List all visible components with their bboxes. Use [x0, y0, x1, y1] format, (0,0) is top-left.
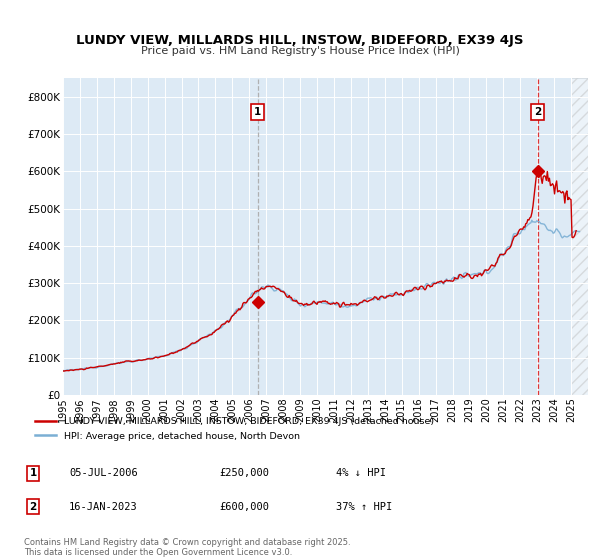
Text: 1: 1	[254, 107, 262, 117]
Text: Price paid vs. HM Land Registry's House Price Index (HPI): Price paid vs. HM Land Registry's House …	[140, 46, 460, 56]
Text: 2: 2	[29, 502, 37, 512]
Text: LUNDY VIEW, MILLARDS HILL, INSTOW, BIDEFORD, EX39 4JS: LUNDY VIEW, MILLARDS HILL, INSTOW, BIDEF…	[76, 34, 524, 46]
Text: £600,000: £600,000	[219, 502, 269, 512]
Text: Contains HM Land Registry data © Crown copyright and database right 2025.
This d: Contains HM Land Registry data © Crown c…	[24, 538, 350, 557]
Text: 4% ↓ HPI: 4% ↓ HPI	[336, 468, 386, 478]
Text: 1: 1	[29, 468, 37, 478]
Text: 2: 2	[534, 107, 541, 117]
Text: 37% ↑ HPI: 37% ↑ HPI	[336, 502, 392, 512]
Text: 16-JAN-2023: 16-JAN-2023	[69, 502, 138, 512]
Bar	[571, 78, 600, 395]
Legend: LUNDY VIEW, MILLARDS HILL, INSTOW, BIDEFORD, EX39 4JS (detached house), HPI: Ave: LUNDY VIEW, MILLARDS HILL, INSTOW, BIDEF…	[32, 413, 437, 445]
Text: 05-JUL-2006: 05-JUL-2006	[69, 468, 138, 478]
Text: £250,000: £250,000	[219, 468, 269, 478]
